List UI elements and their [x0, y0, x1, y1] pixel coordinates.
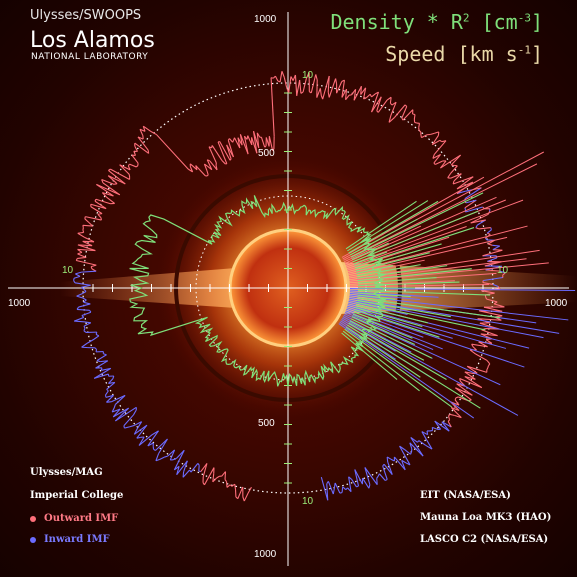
- axis-label-right: 1000: [545, 298, 568, 309]
- legend-outward: Outward IMF: [30, 513, 118, 524]
- speed-exp: -1: [517, 43, 531, 57]
- density-unit-close: ]: [530, 10, 543, 34]
- eit-credit: EIT (NASA/ESA): [420, 490, 511, 501]
- axis-label-top: 1000: [254, 14, 277, 25]
- density-label-top: 10: [302, 70, 314, 81]
- axis-ticks: [92, 92, 484, 484]
- axis-label-lower-mid: 500: [258, 418, 275, 429]
- density-title-text: Density * R: [330, 10, 463, 34]
- density-title: Density * R2 [cm-3]: [330, 10, 543, 34]
- legend-inward: Inward IMF: [30, 534, 110, 545]
- lanl-logo-name: Los Alamos: [30, 28, 155, 53]
- density-unit-exp: -3: [517, 11, 531, 25]
- density-trace: [129, 192, 501, 409]
- legend-outward-label: Outward IMF: [44, 513, 119, 524]
- density-label-right: 10: [497, 265, 509, 276]
- mag-credit: Ulysses/MAG: [30, 467, 103, 478]
- speed-trace: [73, 71, 576, 502]
- density-label-bottom: 10: [302, 496, 314, 507]
- density-label-left: 10: [62, 265, 74, 276]
- density-unit-open: [cm: [469, 10, 518, 34]
- axis-label-bottom: 1000: [254, 549, 277, 560]
- axis-label-left: 1000: [8, 298, 31, 309]
- speed-title-text: Speed [km s: [385, 42, 518, 66]
- lanl-logo-sub: NATIONAL LABORATORY: [31, 52, 149, 62]
- speed-title: Speed [km s-1]: [385, 42, 543, 66]
- legend-inward-label: Inward IMF: [44, 534, 110, 545]
- lasco-credit: LASCO C2 (NASA/ESA): [420, 534, 549, 545]
- college-credit: Imperial College: [30, 490, 124, 501]
- swoops-label: Ulysses/SWOOPS: [30, 8, 142, 23]
- mk3-credit: Mauna Loa MK3 (HAO): [420, 512, 552, 523]
- density-exp: 2: [462, 11, 470, 25]
- axis-label-upper-mid: 500: [258, 148, 275, 159]
- inward-dot-icon: [30, 536, 36, 543]
- speed-unit-close: ]: [530, 42, 543, 66]
- outward-dot-icon: [30, 515, 36, 522]
